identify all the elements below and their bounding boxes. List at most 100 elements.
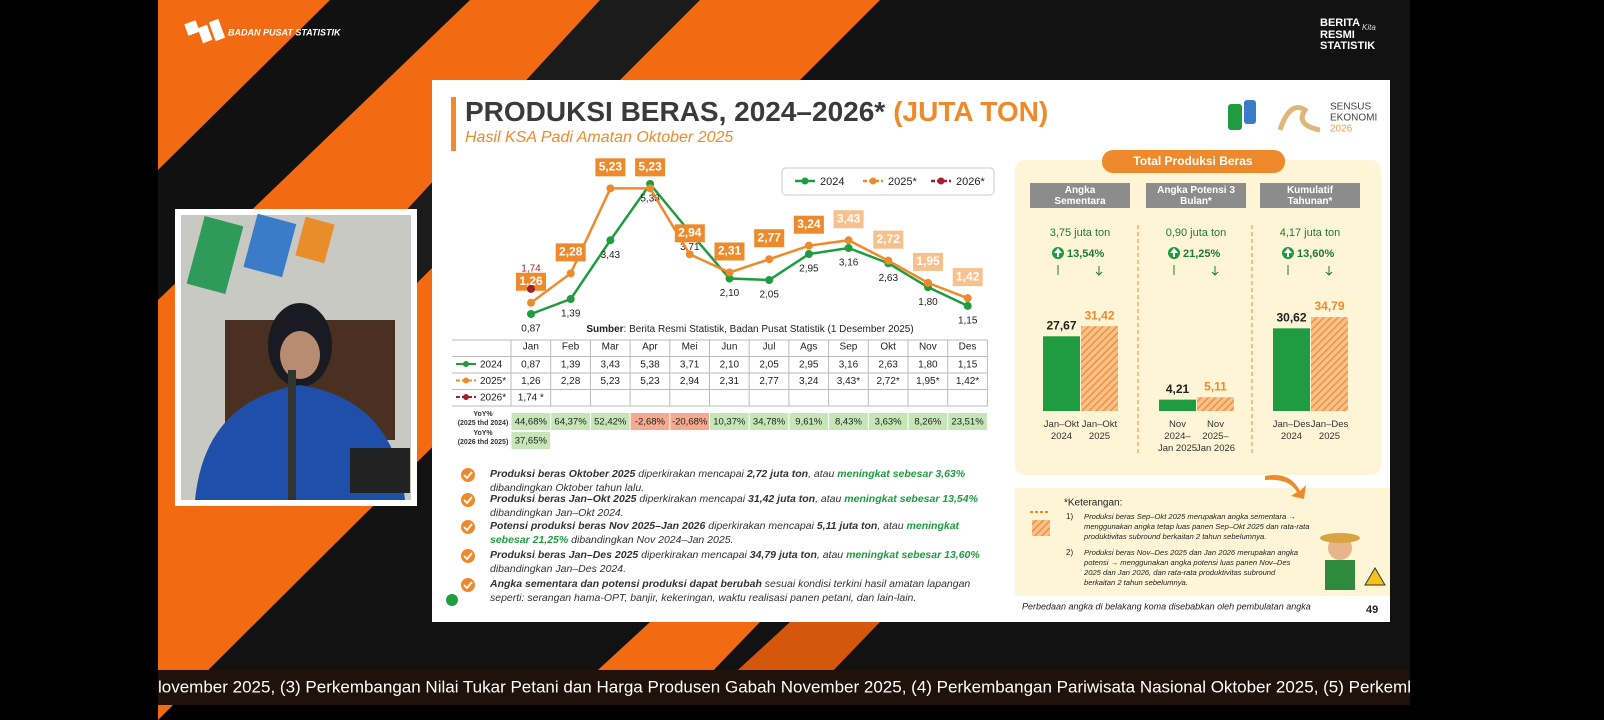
yoy-label: YoY% (2026 thd 2025) <box>458 430 509 446</box>
x-tick-label: Jan–Des 2024 <box>1273 419 1311 442</box>
cell: 2,94 <box>680 376 700 387</box>
data-label: 3,16 <box>839 258 859 269</box>
item-line: potensi → menggunakan angka potensi luas… <box>1083 558 1291 567</box>
note-segment: Angka sementara dan potensi produksi dap… <box>489 578 762 590</box>
x-tick-label: Jan–Okt 2025 <box>1082 419 1118 442</box>
note-segment: 31,42 juta ton <box>748 493 815 505</box>
col-header: Jul <box>763 342 776 353</box>
yoy-cell <box>868 413 908 430</box>
data-label: 1,74 <box>521 264 541 275</box>
note-segment: 2,72 juta ton <box>746 468 808 480</box>
item-number: 1) <box>1066 512 1073 521</box>
note-segment: sesuai kondisi terkini hasil amatan lapa… <box>762 578 971 590</box>
icon <box>446 594 458 606</box>
farmer-icon <box>1320 533 1386 590</box>
bps-logo <box>184 18 226 44</box>
cell: 5,38 <box>640 360 660 371</box>
group-header <box>1146 183 1246 208</box>
point <box>606 236 615 245</box>
data-label: 1,39 <box>561 309 581 320</box>
note-segment: 5,11 juta ton <box>817 520 877 532</box>
ticker-band <box>158 670 1410 705</box>
data-label: 3,24 <box>797 217 821 231</box>
yoy-cell <box>908 413 948 430</box>
bar <box>1273 328 1310 411</box>
row-label: 2025* <box>480 376 506 387</box>
legend-dot <box>937 177 945 185</box>
bullet-check <box>463 471 473 480</box>
yoy-value: 8,26% <box>914 417 941 428</box>
item-line: Produksi beras Sep–Okt 2025 merupakan an… <box>1084 512 1296 521</box>
note-line: Produksi beras Oktober 2025 diperkirakan… <box>490 468 966 480</box>
yoy-label: YoY% (2025 thd 2024) <box>458 411 509 427</box>
point <box>963 301 972 310</box>
col-header: Jun <box>721 342 737 353</box>
cell: 5,23 <box>640 376 660 387</box>
note-segment: diperkirakan mencapai <box>638 549 749 561</box>
data-label: 5,23 <box>638 159 662 173</box>
bar <box>1043 336 1080 411</box>
item-line: produktivitas subround berkaitan 2 tahun… <box>1083 532 1266 541</box>
label-box <box>714 242 745 261</box>
data-label: 2,28 <box>559 245 583 259</box>
ticker-clip: lovember 2025, (3) Perkembangan Nilai Tu… <box>158 677 1410 696</box>
yoy-value: 34,78% <box>753 417 786 428</box>
col-header: Mei <box>682 342 698 353</box>
bar <box>1081 326 1118 411</box>
note-segment: , atau <box>808 468 837 480</box>
cell: 5,23 <box>601 376 621 387</box>
keterangan-title: *Keterangan: <box>1064 498 1122 509</box>
data-label: 2,77 <box>758 230 782 244</box>
yoy-cell <box>590 413 630 430</box>
label-box <box>595 158 626 177</box>
note-segment: dibandingkan Jan–Des 2024. <box>490 563 626 575</box>
bar-label: 4,21 <box>1166 382 1190 396</box>
row-dot <box>463 394 469 400</box>
point <box>606 184 615 193</box>
cell: 3,71 <box>680 360 700 371</box>
group-total: 4,17 juta ton <box>1280 227 1341 239</box>
label-box <box>555 243 586 262</box>
point <box>844 243 853 252</box>
yoy-cell <box>789 413 829 430</box>
title-unit: (JUTA TON) <box>893 96 1048 127</box>
logo-text: 2026 <box>1330 124 1353 135</box>
point <box>804 241 813 250</box>
col-header: Des <box>959 342 977 353</box>
footnote: Perbedaan angka di belakang koma disebab… <box>1022 601 1311 611</box>
group-growth: 13,60% <box>1297 248 1335 260</box>
item-number: 2) <box>1066 548 1073 557</box>
label-box <box>952 268 983 287</box>
data-label: 2,94 <box>678 226 702 240</box>
point <box>646 184 655 193</box>
group-header <box>1260 183 1360 208</box>
col-header: Nov <box>919 342 937 353</box>
source-text: : Berita Resmi Statistik, Badan Pusat St… <box>624 324 914 335</box>
data-label: 2,05 <box>759 290 779 301</box>
yoy-cell <box>710 413 749 430</box>
cell: 0,87 <box>521 360 541 371</box>
data-label: 1,95 <box>916 254 940 268</box>
series-line <box>530 181 969 316</box>
yoy-value: -2,68% <box>635 417 666 428</box>
cell: 3,43 <box>601 360 621 371</box>
page-number: 49 <box>1366 604 1378 616</box>
yoy-value: 52,42% <box>594 417 627 428</box>
yoy-cell <box>749 413 789 430</box>
panel-title-box <box>1102 150 1285 173</box>
yoy-cell <box>829 413 868 430</box>
bar-label: 5,11 <box>1204 379 1227 393</box>
note-line: seperti: serangan hama-OPT, banjir, keke… <box>490 592 916 604</box>
cell: 2,72* <box>876 376 899 387</box>
data-label: 5,23 <box>599 159 623 173</box>
label-box <box>674 224 705 243</box>
legend-box <box>781 167 995 196</box>
point <box>527 284 535 293</box>
item-line: 2025 dan Jan 2026, dan rata-rata produkt… <box>1083 568 1276 577</box>
data-label: 3,43 <box>601 250 621 261</box>
group-total: 0,90 juta ton <box>1166 227 1227 239</box>
data-label: 1,80 <box>918 297 938 308</box>
source: Sumber: Berita Resmi Statistik, Badan Pu… <box>586 324 913 335</box>
series-line <box>530 187 969 304</box>
